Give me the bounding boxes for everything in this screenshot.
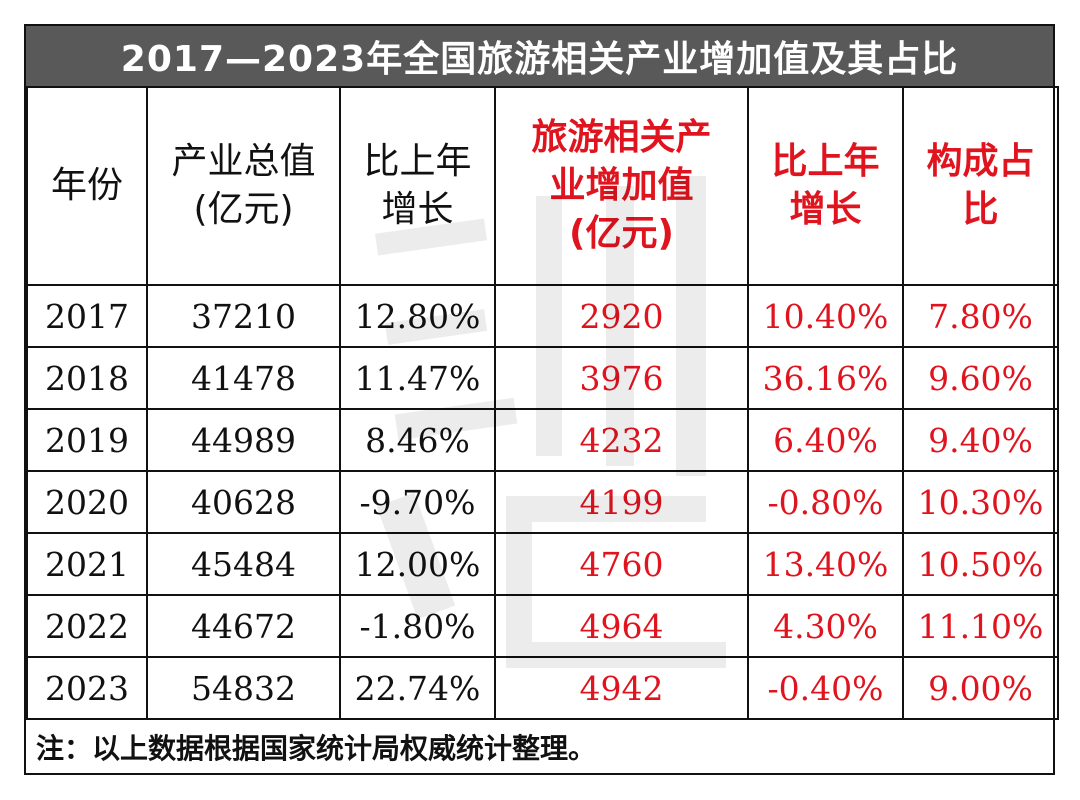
cell-total-growth: 12.00%	[339, 532, 496, 596]
cell-tourism-value-added: 4760	[494, 532, 749, 596]
cell-year: 2021	[26, 532, 148, 596]
cell-tourism-growth: 4.30%	[747, 594, 904, 658]
cell-tourism-growth: 13.40%	[747, 532, 904, 596]
header-line: 增长	[789, 189, 862, 230]
header-line: 旅游相关产	[531, 117, 712, 158]
header-line: (亿元)	[193, 189, 294, 230]
header-line: (亿元)	[569, 213, 674, 254]
cell-tourism-growth: -0.80%	[747, 470, 904, 534]
table-title: 2017—2023年全国旅游相关产业增加值及其占比	[26, 26, 1053, 86]
cell-tourism-growth: 6.40%	[747, 408, 904, 472]
cell-industry-total: 54832	[146, 656, 341, 720]
cell-industry-total: 41478	[146, 346, 341, 410]
cell-tourism-value-added: 4199	[494, 470, 749, 534]
header-line: 比	[962, 189, 999, 230]
cell-share: 7.80%	[902, 284, 1059, 348]
cell-total-growth: -9.70%	[339, 470, 496, 534]
cell-total-growth: 22.74%	[339, 656, 496, 720]
column-header-share: 构成占 比	[902, 86, 1059, 286]
cell-tourism-value-added: 4942	[494, 656, 749, 720]
cell-industry-total: 45484	[146, 532, 341, 596]
cell-industry-total: 44672	[146, 594, 341, 658]
column-header-tourism-growth: 比上年 增长	[747, 86, 904, 286]
cell-tourism-value-added: 4232	[494, 408, 749, 472]
cell-share: 11.10%	[902, 594, 1059, 658]
cell-total-growth: -1.80%	[339, 594, 496, 658]
header-line: 比上年	[771, 141, 880, 182]
cell-tourism-growth: 10.40%	[747, 284, 904, 348]
cell-year: 2018	[26, 346, 148, 410]
cell-share: 9.00%	[902, 656, 1059, 720]
cell-tourism-value-added: 3976	[494, 346, 749, 410]
cell-share: 10.30%	[902, 470, 1059, 534]
cell-tourism-value-added: 2920	[494, 284, 749, 348]
cell-year: 2019	[26, 408, 148, 472]
cell-industry-total: 40628	[146, 470, 341, 534]
cell-year: 2023	[26, 656, 148, 720]
table-note: 注：以上数据根据国家统计局权威统计整理。	[36, 731, 597, 765]
table-row: 2018 41478 11.47% 3976 36.16% 9.60%	[26, 346, 1059, 410]
cell-share: 10.50%	[902, 532, 1059, 596]
header-row: 年份 产业总值 (亿元) 比上年 增长 旅游相关产 业增加值 (亿元) 比上年	[26, 86, 1059, 286]
cell-year: 2022	[26, 594, 148, 658]
header-line: 构成占	[926, 141, 1035, 182]
header-line: 增长	[381, 189, 454, 230]
header-line: 比上年	[363, 141, 472, 182]
table-row: 2021 45484 12.00% 4760 13.40% 10.50%	[26, 532, 1059, 596]
table-row: 2017 37210 12.80% 2920 10.40% 7.80%	[26, 284, 1059, 348]
cell-total-growth: 8.46%	[339, 408, 496, 472]
cell-industry-total: 37210	[146, 284, 341, 348]
cell-share: 9.60%	[902, 346, 1059, 410]
table-row: 2020 40628 -9.70% 4199 -0.80% 10.30%	[26, 470, 1059, 534]
column-header-total-growth: 比上年 增长	[339, 86, 496, 286]
header-line: 年份	[50, 165, 123, 206]
cell-share: 9.40%	[902, 408, 1059, 472]
cell-year: 2017	[26, 284, 148, 348]
cell-total-growth: 12.80%	[339, 284, 496, 348]
cell-tourism-growth: 36.16%	[747, 346, 904, 410]
data-table: 年份 产业总值 (亿元) 比上年 增长 旅游相关产 业增加值 (亿元) 比上年	[26, 86, 1059, 720]
table-container: 2017—2023年全国旅游相关产业增加值及其占比 年份 产业总值 (亿元) 比…	[24, 24, 1059, 775]
cell-tourism-growth: -0.40%	[747, 656, 904, 720]
column-header-year: 年份	[26, 86, 148, 286]
column-header-industry-total: 产业总值 (亿元)	[146, 86, 341, 286]
cell-year: 2020	[26, 470, 148, 534]
cell-industry-total: 44989	[146, 408, 341, 472]
table-row: 2019 44989 8.46% 4232 6.40% 9.40%	[26, 408, 1059, 472]
table-row: 2023 54832 22.74% 4942 -0.40% 9.00%	[26, 656, 1059, 720]
table-row: 2022 44672 -1.80% 4964 4.30% 11.10%	[26, 594, 1059, 658]
cell-tourism-value-added: 4964	[494, 594, 749, 658]
header-line: 业增加值	[549, 165, 694, 206]
column-header-tourism-value-added: 旅游相关产 业增加值 (亿元)	[494, 86, 749, 286]
header-line: 产业总值	[171, 141, 316, 182]
cell-total-growth: 11.47%	[339, 346, 496, 410]
